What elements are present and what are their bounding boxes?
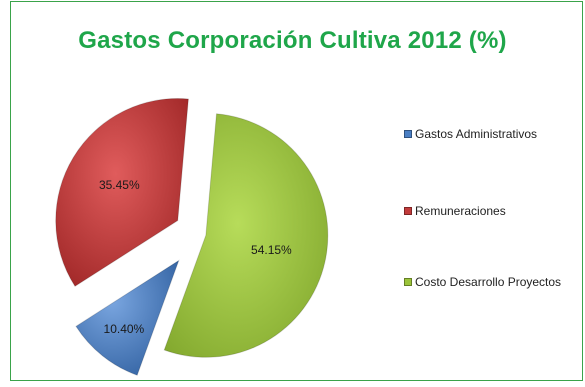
data-label: 54.15% — [251, 243, 292, 257]
data-label: 35.45% — [99, 178, 140, 192]
legend-label: Remuneraciones — [415, 204, 506, 218]
legend-item-gastos-administrativos: Gastos Administrativos — [404, 127, 565, 142]
legend-swatch-blue — [404, 130, 412, 138]
legend-label: Gastos Administrativos — [415, 127, 538, 141]
data-label: 10.40% — [104, 322, 145, 336]
legend-swatch-red — [404, 207, 412, 215]
legend-item-remuneraciones: Remuneraciones — [404, 204, 565, 219]
pie-slice-gastos-administrativos — [75, 259, 180, 376]
legend-label: Costo Desarrollo Proyectos — [415, 275, 562, 289]
chart-title: Gastos Corporación Cultiva 2012 (%) — [78, 27, 507, 54]
legend-item-costo-desarrollo-proyectos: Costo Desarrollo Proyectos — [404, 275, 565, 290]
legend-swatch-green — [404, 278, 412, 286]
pie-slice-remuneraciones — [55, 98, 189, 287]
pie-slice-costo-desarrollo-proyectos — [163, 113, 329, 358]
